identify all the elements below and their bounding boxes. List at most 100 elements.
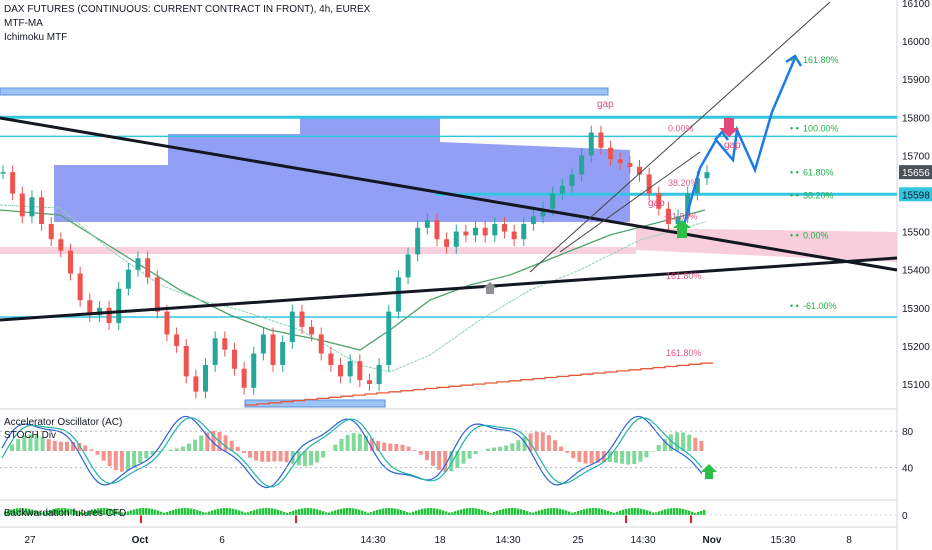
backwardation-bar: [232, 508, 235, 515]
backwardation-bar: [373, 510, 376, 515]
backwardation-bar: [454, 511, 457, 515]
x-tick-label: 14:30: [630, 535, 655, 546]
oscillator-bar: [546, 435, 551, 451]
oscillator-bar: [10, 444, 15, 451]
moving-average-line: [0, 209, 706, 351]
candle-body: [608, 147, 614, 160]
backwardation-bar: [100, 508, 103, 515]
oscillator-bar: [351, 433, 356, 451]
backwardation-bar: [325, 512, 328, 515]
ascending-trendline: [0, 256, 898, 322]
oscillator-bar: [205, 432, 210, 451]
oscillator-bar: [577, 451, 582, 462]
backwardation-bar: [508, 508, 511, 515]
backwardation-bar: [331, 511, 334, 515]
fib-inner-label: -61.80%: [664, 211, 698, 221]
oscillator-bar: [424, 451, 429, 461]
backwardation-bar: [451, 512, 454, 515]
candle-body: [656, 193, 662, 209]
oscillator-bar: [388, 443, 393, 451]
projection-arrowhead: [714, 130, 729, 141]
oscillator-bar: [321, 451, 326, 458]
oscillator-bar: [126, 451, 130, 471]
oscillator-bar: [418, 451, 423, 455]
backwardation-bar: [472, 508, 475, 515]
candle-body: [87, 300, 93, 316]
indicator-ichimoku[interactable]: Ichimoku MTF: [4, 32, 68, 43]
backwardation-bar: [691, 511, 694, 515]
candle-body: [154, 277, 160, 312]
backwardation-bar: [40, 512, 43, 515]
candle-body: [492, 223, 498, 236]
fib-dot: • •: [790, 124, 799, 134]
backwardation-bar: [595, 508, 598, 515]
backwardation-bar: [679, 508, 682, 515]
backwardation-bar: [13, 508, 16, 515]
backwardation-bar: [526, 511, 529, 515]
candle-body: [48, 223, 54, 240]
backwardation-bar: [328, 512, 331, 515]
fib-inner-label: 0.00%: [668, 124, 694, 134]
oscillator-pane-title[interactable]: Accelerator Oscillator (AC): [4, 417, 123, 428]
backwardation-bar: [55, 508, 58, 515]
backwardation-bar: [604, 509, 607, 515]
candle-body: [212, 338, 218, 365]
x-tick-label: Nov: [703, 535, 722, 546]
gap-label: gap: [597, 99, 614, 110]
fib-right-label: 38.20%: [803, 190, 834, 200]
backwardation-bar: [76, 510, 79, 515]
oscillator-bar: [473, 451, 478, 455]
backwardation-bar: [697, 511, 700, 515]
candle-body: [627, 163, 633, 167]
candle-body: [193, 376, 199, 392]
stoch-pane-title[interactable]: STOCH Div: [4, 430, 57, 441]
oscillator-bar: [534, 431, 539, 451]
candle-body: [395, 277, 401, 312]
backwardation-bar: [46, 511, 49, 515]
oscillator-bar: [144, 451, 149, 459]
candle-body: [241, 368, 247, 388]
osc-y-tick: 40: [902, 464, 914, 475]
backwardation-bar: [61, 508, 64, 515]
backwardation-bar: [319, 510, 322, 515]
oscillator-bar: [284, 451, 289, 463]
backwardation-bar: [256, 509, 259, 515]
gap-label: gap: [648, 198, 665, 209]
candle-body: [444, 239, 450, 247]
candle-body: [579, 155, 585, 175]
backwardation-bar: [163, 512, 166, 515]
oscillator-bar: [626, 451, 631, 465]
backwardation-bar: [316, 509, 319, 515]
backwardation-bar: [355, 508, 358, 515]
oscillator-bar: [455, 451, 460, 469]
backwardation-bar: [424, 508, 427, 515]
oscillator-bar: [187, 443, 191, 451]
oscillator-bar: [571, 451, 576, 459]
backwardation-bar: [559, 508, 562, 515]
backwardation-bar: [568, 511, 571, 515]
candle-body: [328, 353, 334, 365]
backwardation-bar: [175, 509, 178, 515]
backwardation-bar: [307, 508, 310, 515]
oscillator-bar: [412, 449, 417, 451]
y-tick-label: 15700: [902, 151, 930, 162]
backwardation-bar: [271, 508, 274, 515]
oscillator-bar: [510, 443, 515, 451]
candle-body: [511, 231, 517, 240]
backwardation-bar: [673, 508, 676, 515]
indicator-mtf-ma[interactable]: MTF-MA: [4, 18, 43, 29]
backwardation-bar: [238, 510, 241, 515]
backwardation-pane-title[interactable]: Backwardation futures CFD: [4, 508, 127, 519]
oscillator-bar: [650, 451, 655, 452]
backwardation-bar: [376, 509, 379, 515]
backwardation-bar: [82, 512, 85, 515]
backwardation-bar: [259, 508, 262, 515]
oscillator-bar: [89, 449, 94, 451]
candle-body: [260, 334, 266, 354]
backwardation-bar: [370, 512, 373, 515]
oscillator-bar: [168, 449, 173, 451]
backwardation-bar: [514, 508, 517, 515]
level-price-label: 15598: [902, 190, 930, 201]
backwardation-bar: [208, 511, 211, 515]
